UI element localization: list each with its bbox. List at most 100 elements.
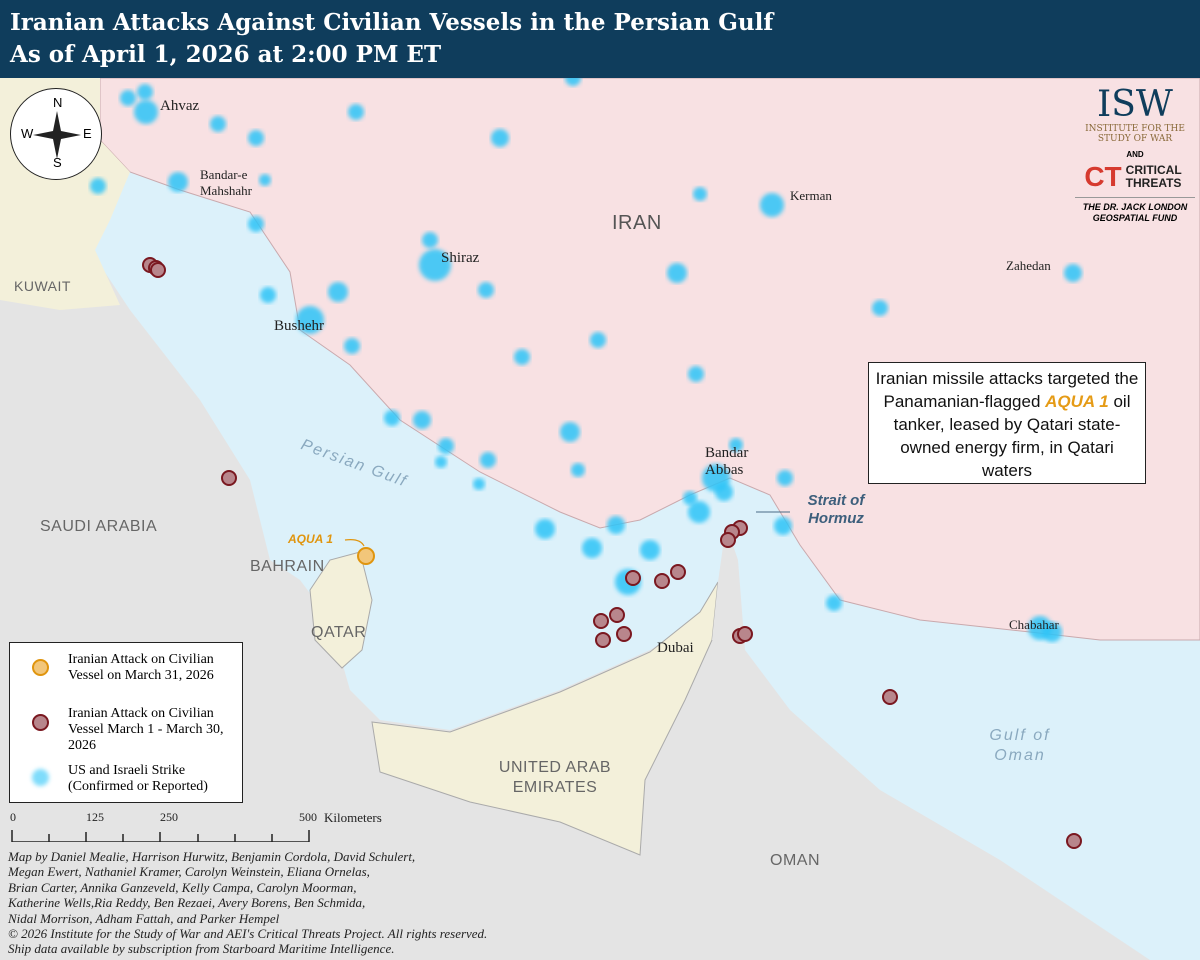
callout-ship: AQUA 1	[1045, 392, 1109, 411]
compass-rose: N S W E	[10, 88, 102, 180]
strike-marker	[90, 178, 106, 194]
scale-unit: Kilometers	[324, 810, 382, 825]
country-saudi: SAUDI ARABIA	[40, 518, 158, 535]
aqua1-marker	[357, 547, 375, 565]
musandam	[712, 525, 745, 650]
compass-star-icon	[33, 111, 81, 159]
compass-e: E	[83, 126, 92, 141]
fund-logo: THE DR. JACK LONDON GEOSPATIAL FUND	[1075, 197, 1195, 224]
legend-item: Iranian Attack on Civilian Vessel March …	[68, 706, 224, 753]
attack-marker	[625, 570, 641, 586]
country-oman: OMAN	[770, 852, 820, 869]
country-qatar: QATAR	[311, 624, 367, 641]
strike-marker	[1042, 622, 1062, 642]
strike-marker	[535, 519, 555, 539]
credit-line: Megan Ewert, Nathaniel Kramer, Carolyn W…	[8, 864, 370, 880]
strike-marker	[491, 129, 509, 147]
strike-marker	[168, 172, 188, 192]
map-canvas	[0, 78, 1200, 960]
strike-marker	[422, 232, 438, 248]
strike-marker	[729, 438, 743, 452]
strike-marker	[248, 130, 264, 146]
legend-aqua1-icon	[32, 659, 49, 676]
compass-s: S	[53, 155, 62, 170]
map-subtitle: As of April 1, 2026 at 2:00 PM ET	[10, 41, 442, 68]
map-header: Iranian Attacks Against Civilian Vessels…	[0, 0, 1200, 78]
strike-marker	[137, 84, 153, 100]
city-zahedan: Zahedan	[1006, 258, 1051, 273]
strike-marker	[384, 410, 400, 426]
strike-marker	[872, 300, 888, 316]
attack-marker	[670, 564, 686, 580]
strike-marker	[715, 483, 733, 501]
city-kerman: Kerman	[790, 188, 832, 203]
uae-land	[371, 581, 719, 856]
attack-marker	[882, 689, 898, 705]
strike-marker	[478, 282, 494, 298]
map-title: Iranian Attacks Against Civilian Vessels…	[10, 9, 774, 36]
callout-text-end: oil tanker, leased by Qatari state-owned…	[893, 392, 1131, 480]
water-gulf-of-oman: Gulf of Oman	[989, 727, 1051, 764]
strike-marker	[688, 366, 704, 382]
scale-tick: 500	[299, 810, 317, 824]
strike-marker	[473, 478, 485, 490]
strike-marker	[693, 187, 707, 201]
city-bandar-abbas: Bandar Abbas	[705, 445, 749, 478]
qatar-land	[309, 551, 373, 669]
strike-marker	[435, 456, 447, 468]
attack-markers	[142, 257, 1082, 849]
strike-marker	[590, 332, 606, 348]
strike-marker	[514, 349, 530, 365]
attack-marker	[593, 613, 609, 629]
attack-marker	[720, 532, 736, 548]
credit-line: Katherine Wells,Ria Reddy, Ben Rezaei, A…	[8, 895, 366, 911]
attack-marker	[737, 626, 753, 642]
country-bahrain: BAHRAIN	[250, 558, 325, 575]
strike-marker	[1064, 264, 1082, 282]
country-iran: IRAN	[612, 212, 662, 234]
attack-marker	[616, 626, 632, 642]
ct-logo: CT	[1084, 161, 1122, 192]
compass-n: N	[53, 95, 63, 110]
strike-marker	[120, 90, 136, 106]
isw-logo-sub: INSTITUTE FOR THE STUDY OF WAR	[1085, 124, 1185, 144]
strike-marker	[667, 263, 687, 283]
credit-line: Map by Daniel Mealie, Harrison Hurwitz, …	[8, 849, 416, 864]
strike-marker	[134, 100, 158, 124]
strike-marker	[688, 501, 710, 523]
isw-logo: ISW	[1097, 84, 1173, 125]
strike-marker	[582, 538, 602, 558]
legend-strike-icon	[32, 769, 49, 786]
attack-marker	[150, 262, 166, 278]
strike-marker	[248, 216, 264, 232]
attack-marker	[654, 573, 670, 589]
strike-marker	[348, 104, 364, 120]
strike-marker	[480, 452, 496, 468]
credits: Map by Daniel Mealie, Harrison Hurwitz, …	[8, 849, 487, 957]
strike-marker	[571, 463, 585, 477]
country-kuwait: KUWAIT	[14, 278, 71, 294]
scale-line	[11, 830, 310, 842]
city-chabahar: Chabahar	[1009, 617, 1059, 632]
strike-marker	[328, 282, 348, 302]
credit-line: © 2026 Institute for the Study of War an…	[8, 926, 488, 942]
city-shiraz: Shiraz	[441, 250, 480, 266]
strike-marker	[419, 249, 451, 281]
aqua1-arrow	[344, 539, 365, 547]
credit-line: Nidal Morrison, Adham Fattah, and Parker…	[8, 910, 280, 926]
strike-marker	[260, 287, 276, 303]
strike-marker	[760, 193, 784, 217]
legend-item: Iranian Attack on Civilian Vessel on Mar…	[68, 652, 214, 683]
callout-text: Iranian missile attacks targeted the Pan…	[875, 369, 1139, 411]
aqua1-label: AQUA 1	[288, 532, 333, 546]
ct-logo-name: CRITICAL THREATS	[1125, 163, 1182, 190]
aqua1-callout: Iranian missile attacks targeted the Pan…	[868, 362, 1146, 484]
legend-item: US and Israeli Strike (Confirmed or Repo…	[68, 763, 208, 794]
legend-attack-icon	[32, 714, 49, 731]
country-uae: UNITED ARAB EMIRATES	[498, 759, 612, 796]
strike-marker	[560, 422, 580, 442]
city-dubai: Dubai	[657, 640, 694, 656]
scale-tick: 0	[10, 810, 16, 824]
attack-marker	[1066, 833, 1082, 849]
attack-marker	[595, 632, 611, 648]
